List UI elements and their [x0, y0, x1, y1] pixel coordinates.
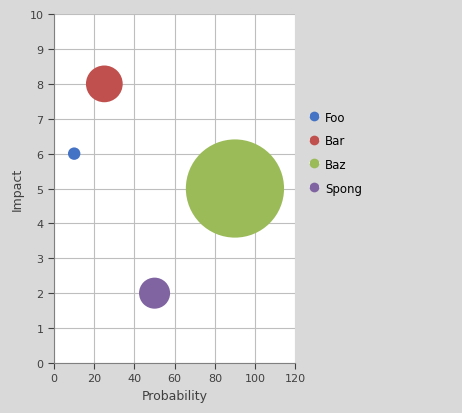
Y-axis label: Impact: Impact	[11, 168, 24, 211]
Legend: Foo, Bar, Baz, Spong: Foo, Bar, Baz, Spong	[306, 108, 365, 199]
Point	[101, 81, 108, 88]
Point	[151, 290, 158, 297]
X-axis label: Probability: Probability	[142, 389, 207, 402]
Point	[231, 186, 239, 192]
Point	[71, 151, 78, 158]
